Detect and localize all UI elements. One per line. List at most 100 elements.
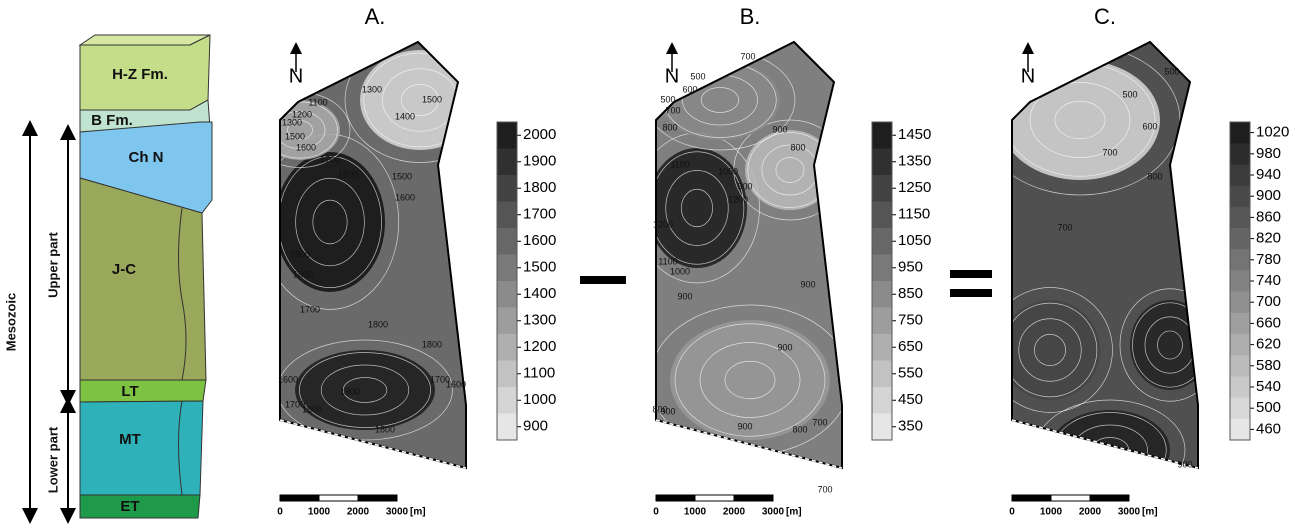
map-fill: [656, 42, 842, 468]
colorbar-step: [872, 387, 892, 414]
scale-segment: [733, 494, 774, 502]
colorbar-step: [497, 148, 517, 176]
colorbar-step: [1230, 185, 1250, 208]
contour-label: 1700: [300, 304, 320, 314]
scale-label: 0: [653, 507, 659, 518]
equals-sign: [950, 289, 992, 297]
colorbar-step: [497, 201, 517, 229]
colorbar-step: [1230, 376, 1250, 399]
layer-label: ET: [120, 498, 139, 515]
map-blob: [1050, 410, 1170, 468]
map-panel: A.11001300150012001300140015001600170018…: [277, 4, 556, 518]
contour-label: 900: [772, 124, 787, 134]
contour-label: 600: [1142, 121, 1157, 131]
colorbar-label: 1200: [523, 338, 556, 355]
contour-label: 1600: [395, 192, 415, 202]
scale-unit: [m]: [786, 507, 802, 518]
colorbar-label: 580: [1256, 357, 1281, 374]
map-blob: [1012, 300, 1100, 400]
contour-line: [656, 151, 745, 265]
colorbar-label: 1150: [898, 206, 930, 223]
scale-label: 1000: [684, 507, 707, 518]
contour-line: [1054, 100, 1106, 140]
scale-segment: [279, 494, 320, 502]
contour-label: 900: [660, 406, 675, 416]
layer-line: [178, 207, 187, 381]
north-label: N: [665, 65, 679, 87]
panel-title: A.: [365, 4, 386, 29]
colorbar-step: [497, 281, 517, 308]
contour-label: 800: [790, 142, 805, 152]
scale-label: 3000: [386, 507, 409, 518]
upper-label: Upper part: [45, 231, 60, 297]
colorbar-label: 1500: [523, 259, 556, 276]
scale-label: 3000: [1118, 507, 1141, 518]
colorbar-label: 1700: [523, 206, 556, 223]
layer-label: J-C: [112, 261, 136, 278]
layer-label: MT: [119, 431, 141, 448]
contour-label: 700: [812, 417, 827, 427]
scale-label: 1000: [308, 507, 331, 518]
layer-line: [178, 400, 183, 496]
panel-title: C.: [1094, 4, 1116, 29]
contour-label: 500: [690, 71, 705, 81]
colorbar-label: 620: [1256, 336, 1281, 353]
contour-line: [320, 364, 410, 416]
contour-label: 800: [792, 424, 807, 434]
colorbar-step: [1230, 355, 1250, 377]
scale-label: 2000: [723, 507, 746, 518]
colorbar-step: [872, 281, 892, 308]
contour-line: [674, 323, 826, 437]
colorbar-step: [1230, 312, 1250, 335]
scale-segment: [1089, 494, 1130, 502]
colorbar-label: 350: [898, 418, 923, 435]
map-blob: [295, 350, 435, 430]
layer-label: H-Z Fm.: [112, 66, 168, 83]
colorbar-frame: [871, 121, 893, 441]
colorbar-step: [872, 360, 892, 388]
contour-label: 1000: [718, 166, 738, 176]
colorbar-step: [1230, 249, 1250, 271]
contour-label: 1100: [308, 97, 327, 107]
colorbar-step: [1230, 228, 1250, 250]
contour-label: 1800: [368, 319, 388, 329]
map-blob: [670, 320, 830, 440]
contour-line: [699, 342, 801, 418]
colorbar-step: [1230, 291, 1250, 314]
contour-label: 1500: [285, 131, 305, 141]
contour-line: [280, 110, 326, 150]
colorbar-step: [497, 175, 517, 202]
contour-line: [775, 157, 805, 183]
contour-label: 900: [737, 181, 752, 191]
contour-label: 500: [1164, 66, 1179, 76]
colorbar-label: 1250: [898, 179, 931, 196]
colorbar-step: [497, 387, 517, 414]
contour-label: 1900: [290, 249, 310, 259]
colorbar-label: 2000: [523, 126, 556, 143]
contour-label: 700: [1102, 147, 1117, 157]
scale-label: 2000: [1079, 507, 1102, 518]
contour-label: 1800: [302, 404, 322, 414]
contour-label: 1700: [430, 374, 450, 384]
map-blob: [280, 152, 385, 292]
colorbar-label: 1020: [1256, 124, 1289, 141]
map-blob: [360, 50, 466, 150]
colorbar-label: 460: [1256, 420, 1281, 437]
layer: [79, 177, 207, 381]
north-label: N: [1021, 65, 1035, 87]
colorbar-label: 1400: [523, 285, 556, 302]
colorbar-label: 1000: [523, 391, 556, 408]
layer: [79, 494, 201, 519]
contour-label: 1600: [278, 374, 298, 384]
contour-line: [400, 84, 440, 116]
contour-label: 1000: [670, 266, 690, 276]
colorbar-step: [1230, 418, 1250, 441]
contour-line: [1029, 82, 1131, 158]
strat-column: [78, 34, 213, 519]
colorbar-label: 1450: [898, 126, 931, 143]
contour-line: [1034, 334, 1066, 366]
contour-label: 700: [740, 51, 755, 61]
colorbar-label: 500: [1256, 399, 1281, 416]
